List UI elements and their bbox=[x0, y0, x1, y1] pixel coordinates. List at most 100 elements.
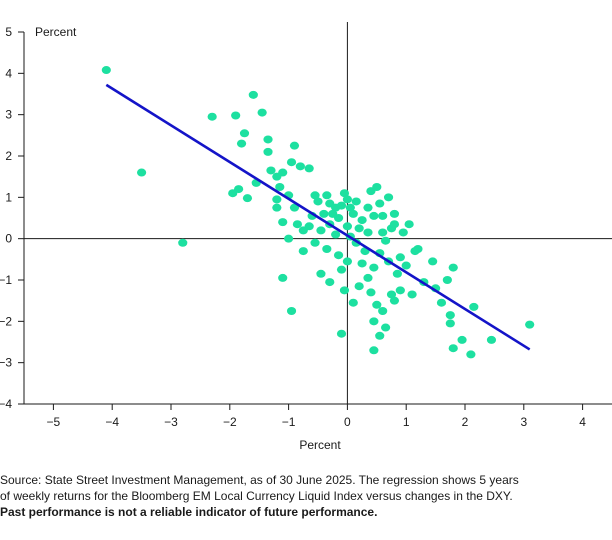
y-tick-label: 4 bbox=[5, 66, 12, 80]
data-point bbox=[322, 245, 332, 253]
data-point bbox=[386, 290, 397, 299]
data-point bbox=[436, 298, 447, 307]
data-point bbox=[372, 300, 382, 309]
data-point bbox=[310, 191, 320, 200]
x-tick-label: 4 bbox=[579, 415, 586, 429]
data-points bbox=[101, 66, 535, 359]
scatter-chart: −4 −3 −2 −1 0 1 2 3 4 5 −5 −4 −3 −2 −1 0 1 2 3 4 Percent P… bbox=[0, 22, 612, 452]
data-point bbox=[313, 197, 323, 206]
data-point bbox=[231, 111, 241, 120]
data-point bbox=[372, 183, 382, 191]
data-point bbox=[395, 253, 405, 262]
data-point bbox=[239, 129, 250, 138]
data-point bbox=[378, 228, 388, 237]
data-point bbox=[278, 218, 288, 227]
data-point bbox=[263, 135, 273, 144]
data-point bbox=[263, 147, 273, 156]
data-point bbox=[448, 263, 458, 272]
data-point bbox=[325, 278, 335, 287]
x-axis-ticks: −5 −4 −3 −2 −1 0 1 2 3 4 bbox=[47, 404, 586, 429]
data-point bbox=[304, 164, 314, 173]
data-point bbox=[284, 234, 294, 243]
data-point bbox=[401, 261, 411, 270]
data-point bbox=[410, 247, 420, 256]
x-tick-label: 0 bbox=[344, 415, 351, 429]
data-point bbox=[342, 257, 352, 266]
data-point bbox=[428, 257, 438, 266]
data-point bbox=[207, 112, 217, 121]
data-point bbox=[310, 238, 320, 247]
data-point bbox=[266, 166, 276, 175]
data-point bbox=[369, 317, 379, 326]
data-point bbox=[348, 298, 358, 307]
data-point bbox=[351, 197, 361, 206]
y-tick-label: 0 bbox=[5, 232, 12, 246]
data-point bbox=[363, 228, 373, 237]
data-point bbox=[319, 209, 329, 218]
data-point bbox=[275, 183, 285, 191]
chart-footnote: Source: State Street Investment Manageme… bbox=[0, 472, 600, 520]
data-point bbox=[339, 286, 350, 295]
x-axis-title: Percent bbox=[299, 438, 341, 452]
data-point bbox=[389, 209, 400, 218]
data-point bbox=[357, 259, 367, 268]
data-point bbox=[298, 247, 308, 256]
data-point bbox=[272, 195, 282, 204]
y-tick-label: −1 bbox=[0, 273, 12, 287]
y-tick-label: −3 bbox=[0, 356, 12, 370]
x-tick-label: −1 bbox=[282, 415, 296, 429]
data-point bbox=[369, 211, 379, 220]
data-point bbox=[178, 238, 188, 247]
data-point bbox=[278, 273, 288, 282]
data-point bbox=[328, 209, 338, 218]
data-point bbox=[486, 335, 497, 344]
data-point bbox=[357, 216, 367, 225]
data-point bbox=[289, 203, 300, 212]
data-point bbox=[378, 307, 388, 315]
data-point bbox=[339, 189, 350, 198]
data-point bbox=[333, 251, 344, 260]
data-point bbox=[295, 162, 305, 171]
x-tick-label: −5 bbox=[47, 415, 61, 429]
data-point bbox=[304, 222, 314, 231]
data-point bbox=[404, 220, 414, 229]
data-point bbox=[457, 335, 467, 344]
data-point bbox=[381, 323, 391, 332]
y-axis-ticks: −4 −3 −2 −1 0 1 2 3 4 5 bbox=[0, 25, 24, 411]
data-point bbox=[381, 236, 391, 245]
data-point bbox=[375, 331, 385, 340]
data-point bbox=[272, 203, 282, 212]
data-point bbox=[389, 220, 400, 229]
y-axis-title: Percent bbox=[35, 25, 77, 39]
y-tick-label: −2 bbox=[0, 314, 12, 328]
data-point bbox=[369, 263, 379, 272]
data-point bbox=[342, 222, 352, 231]
data-point bbox=[354, 282, 364, 291]
data-point bbox=[407, 290, 417, 299]
data-point bbox=[466, 350, 476, 359]
x-tick-label: −4 bbox=[105, 415, 119, 429]
footnote-disclaimer: Past performance is not a reliable indic… bbox=[0, 505, 378, 519]
data-point bbox=[236, 139, 247, 148]
data-point bbox=[392, 269, 402, 278]
data-point bbox=[448, 344, 458, 353]
data-point bbox=[316, 269, 326, 278]
data-point bbox=[336, 329, 347, 338]
data-point bbox=[286, 158, 297, 167]
y-tick-label: 5 bbox=[5, 25, 12, 39]
data-point bbox=[363, 273, 373, 282]
data-point bbox=[378, 211, 388, 220]
data-point bbox=[375, 199, 385, 208]
data-point bbox=[336, 201, 347, 210]
data-point bbox=[286, 307, 297, 315]
data-point bbox=[366, 288, 376, 297]
regression-line bbox=[105, 83, 531, 351]
footnote-description-line: of weekly returns for the Bloomberg EM L… bbox=[0, 489, 513, 503]
data-point bbox=[354, 224, 364, 233]
data-point bbox=[228, 189, 238, 198]
data-point bbox=[389, 296, 400, 305]
data-point bbox=[101, 66, 111, 75]
data-point bbox=[395, 286, 405, 295]
x-tick-label: 1 bbox=[403, 415, 410, 429]
data-point bbox=[289, 141, 300, 150]
